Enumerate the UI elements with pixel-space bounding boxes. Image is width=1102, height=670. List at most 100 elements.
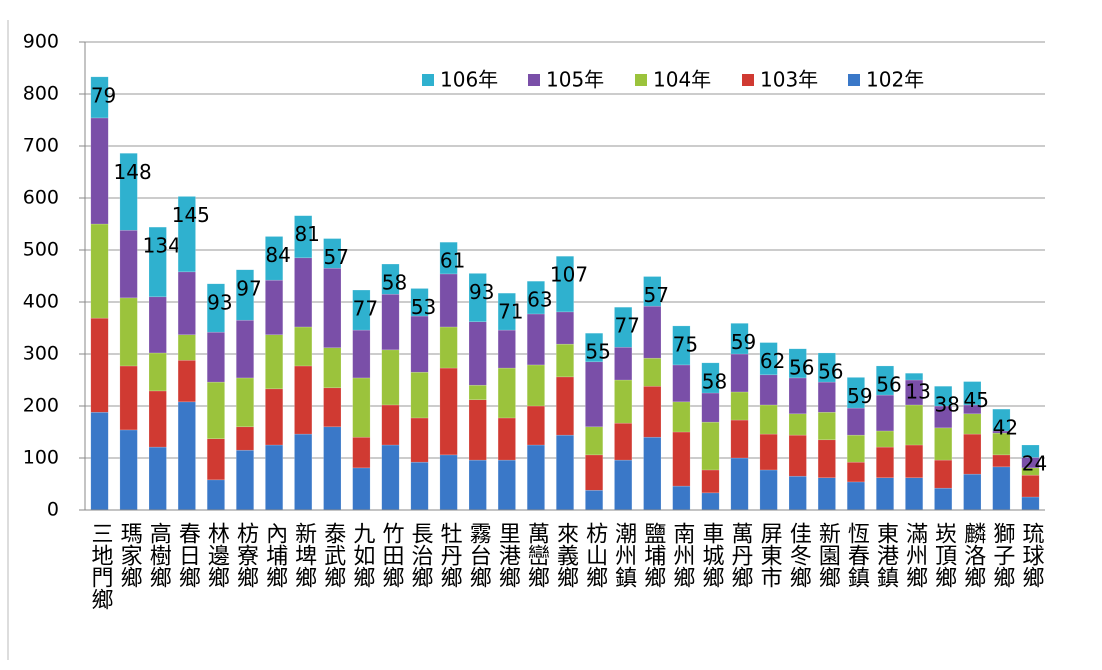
x-tick-label: 竹田鄉 (378, 522, 404, 588)
bar-segment (526, 313, 545, 366)
bar-segment (323, 347, 342, 389)
bar-segment (905, 404, 924, 446)
x-tick-label: 內埔鄉 (262, 522, 288, 588)
data-label: 13 (905, 380, 930, 404)
bar-segment (206, 283, 225, 333)
bar-segment (934, 427, 953, 461)
y-tick-label: 100 (23, 447, 59, 469)
legend-label: 106年 (440, 68, 498, 92)
bar-segment (585, 426, 604, 456)
data-label: 93 (207, 290, 232, 314)
y-tick-label: 0 (47, 499, 59, 521)
bar-segment (468, 459, 487, 511)
bar-segment (876, 446, 894, 479)
data-label: 77 (614, 314, 639, 338)
bar-segment (963, 413, 982, 435)
bar-segment (614, 459, 633, 511)
bar-segment (817, 381, 836, 413)
bar-segment (206, 381, 225, 440)
data-label: 56 (818, 359, 843, 383)
bar-segment (497, 459, 516, 511)
bar-segment (846, 481, 865, 511)
x-tick-label: 獅子鄉 (989, 522, 1015, 588)
bar-segment (323, 238, 342, 269)
bar-segment (439, 367, 458, 456)
bar-segment (963, 473, 982, 511)
data-label: 24 (1022, 452, 1047, 476)
bar-segment (905, 372, 924, 381)
bar-segment (294, 326, 313, 367)
data-label: 79 (91, 83, 116, 107)
bar-segment (643, 357, 662, 387)
bar-segment (846, 407, 865, 436)
data-label: 62 (760, 349, 785, 373)
x-tick-label: 鹽埔鄉 (640, 522, 666, 588)
bar-segment (119, 365, 138, 431)
data-label: 81 (294, 222, 319, 246)
bar-segment (206, 331, 225, 383)
data-label: 53 (411, 295, 436, 319)
y-tick-label: 900 (23, 31, 59, 53)
bar-segment (876, 365, 894, 396)
bar-segment (1021, 444, 1040, 458)
x-tick-label: 里港鄉 (494, 522, 520, 588)
x-tick-label: 九如鄉 (349, 522, 375, 588)
bar-segment (905, 477, 924, 511)
bar-segment (585, 361, 604, 428)
x-tick-label: 車城鄉 (698, 522, 724, 588)
bar-segment (439, 454, 458, 511)
bar-segment (497, 417, 516, 461)
bar-segment (119, 297, 138, 367)
bar-segment (497, 292, 516, 331)
bar-segment (846, 377, 865, 409)
bar-segment (817, 352, 836, 383)
bar-segment (177, 196, 196, 273)
bar-segment (876, 394, 894, 432)
legend-label: 104年 (653, 68, 711, 92)
bar-segment (934, 487, 953, 511)
legend-label: 102年 (866, 68, 924, 92)
bar-segment (556, 311, 574, 345)
bar-segment (730, 353, 749, 393)
bar-segment (1021, 474, 1040, 498)
bar-segment (992, 432, 1011, 456)
bar-segment (177, 334, 196, 361)
bar-segment (876, 430, 894, 448)
bar-segment (294, 257, 313, 328)
bar-segment (177, 401, 196, 511)
bar-segment (701, 421, 720, 471)
bar-segment (672, 401, 691, 433)
x-tick-label: 崁頂鄉 (931, 522, 957, 588)
x-tick-label: 新埤鄉 (291, 522, 317, 588)
x-tick-label: 新園鄉 (814, 522, 840, 588)
bar-segment (468, 321, 487, 386)
x-tick-label: 枋寮鄉 (233, 522, 258, 588)
data-label: 57 (644, 283, 669, 307)
bar-segment (468, 399, 487, 461)
data-label: 38 (934, 393, 959, 417)
x-tick-label: 屏東市 (756, 522, 782, 588)
bar-segment (148, 226, 167, 298)
data-label: 63 (527, 288, 552, 312)
bar-segment (585, 489, 604, 511)
bar-segment (672, 485, 691, 511)
bar-segment (643, 305, 662, 359)
bar-segment (643, 436, 662, 511)
data-label: 58 (382, 271, 407, 295)
bar-segment (759, 374, 778, 406)
data-label: 134 (143, 234, 181, 258)
x-tick-label: 東港鎮 (873, 522, 898, 588)
data-label: 71 (498, 300, 523, 324)
x-tick-label: 枋山鄉 (582, 522, 608, 588)
bar-segment (526, 405, 545, 446)
bar-segment (468, 384, 487, 401)
bar-segment (294, 215, 313, 259)
bar-segment (556, 255, 574, 313)
bar-segment (817, 411, 836, 441)
bar-segment (148, 446, 167, 511)
bar-segment (439, 273, 458, 328)
legend-swatch (635, 74, 647, 86)
bar-segment (177, 271, 196, 336)
bar-segment (817, 477, 836, 511)
